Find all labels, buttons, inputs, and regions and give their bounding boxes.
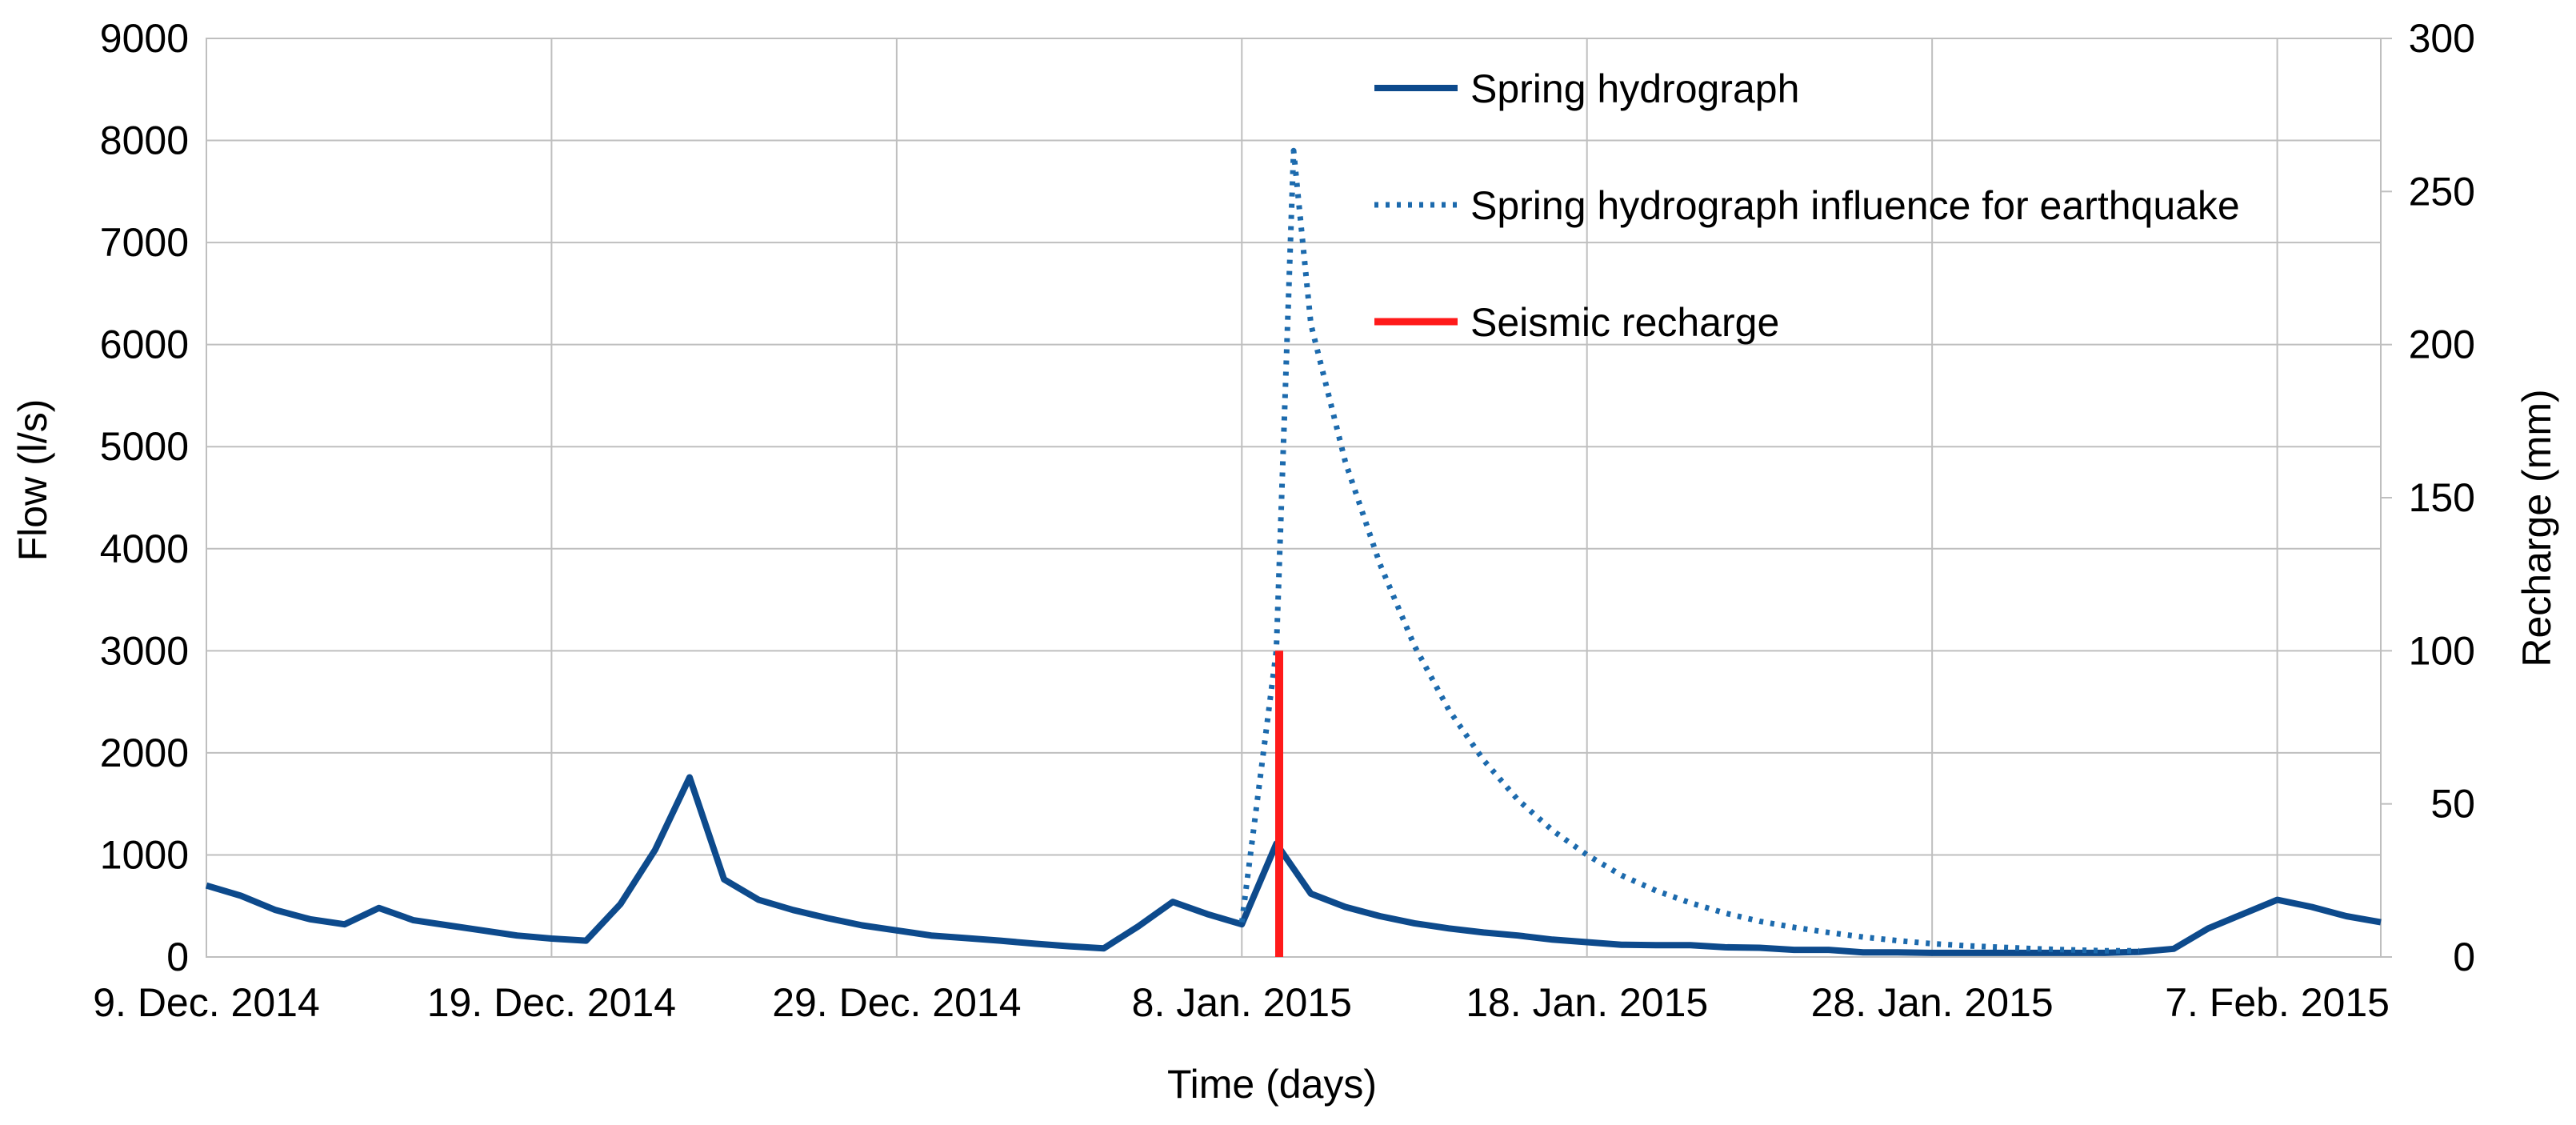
y2-axis-title: Recharge (mm): [2514, 389, 2559, 667]
y2-tick-label: 50: [2430, 782, 2475, 827]
y2-tick-label: 150: [2409, 475, 2475, 520]
y2-tick-label: 300: [2409, 16, 2475, 61]
x-axis-title: Time (days): [1167, 1062, 1377, 1107]
grid: [206, 38, 2382, 958]
y-tick-label: 6000: [100, 322, 189, 367]
y2-tick-label: 0: [2453, 935, 2475, 979]
y-tick-label: 1000: [100, 832, 189, 877]
x-tick-label: 29. Dec. 2014: [772, 980, 1021, 1025]
legend-label: Spring hydrograph: [1470, 66, 1799, 111]
x-tick-label: 8. Jan. 2015: [1132, 980, 1352, 1025]
y-tick-label: 0: [166, 935, 189, 979]
x-tick-label: 7. Feb. 2015: [2165, 980, 2390, 1025]
y-tick-label: 4000: [100, 526, 189, 571]
legend-label: Seismic recharge: [1470, 300, 1779, 345]
y-tick-label: 3000: [100, 628, 189, 673]
y-tick-label: 2000: [100, 731, 189, 775]
y-tick-label: 7000: [100, 220, 189, 265]
series-line: [205, 774, 2382, 956]
plot-area-frame: [206, 38, 2382, 958]
axes: 0 1000 2000 3000 4000 5000 6000 7000 8000 9000 0 50…: [93, 16, 2475, 1025]
series-layer: [205, 147, 2382, 957]
y2-tick-label: 100: [2409, 628, 2475, 673]
x-tick-label: 19. Dec. 2014: [427, 980, 676, 1025]
y-axis-title: Flow (l/s): [10, 399, 55, 562]
y2-tick-label: 200: [2409, 322, 2475, 367]
series-line: [1238, 147, 2139, 954]
y-tick-label: 9000: [100, 16, 189, 61]
y-tick-label: 8000: [100, 118, 189, 163]
legend: Spring hydrograph Spring hydrograph influ…: [1374, 66, 2240, 345]
x-tick-label: 28. Jan. 2015: [1811, 980, 2054, 1025]
legend-label: Spring hydrograph influence for earthqua…: [1470, 183, 2240, 228]
x-tick-label: 9. Dec. 2014: [93, 980, 320, 1025]
y2-tick-label: 250: [2409, 169, 2475, 214]
y-tick-label: 5000: [100, 424, 189, 469]
x-tick-label: 18. Jan. 2015: [1466, 980, 1708, 1025]
